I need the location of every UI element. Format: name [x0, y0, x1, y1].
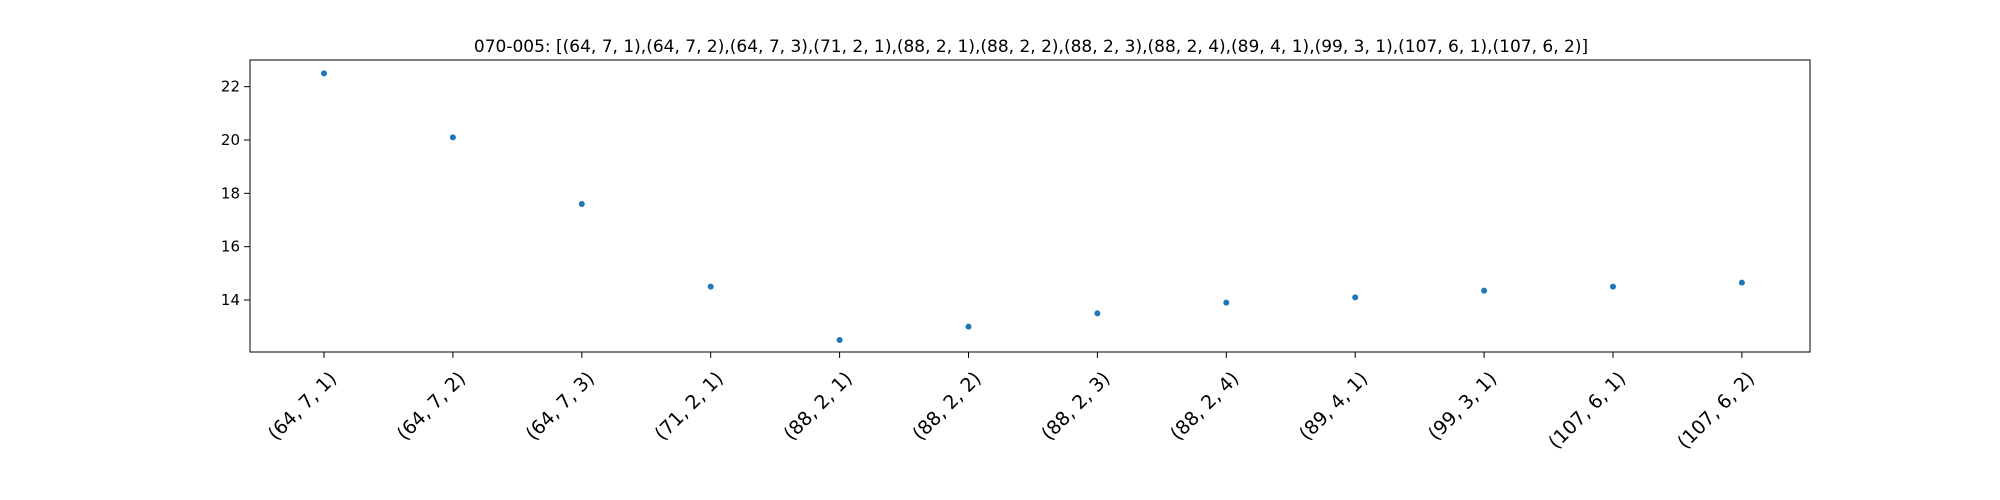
- x-tick-label: (64, 7, 3): [522, 368, 599, 445]
- x-tick-label: (64, 7, 2): [393, 368, 470, 445]
- data-point: [1738, 279, 1745, 286]
- data-point: [1094, 310, 1101, 317]
- y-tick-label: 14: [221, 291, 240, 309]
- x-tick-label: (107, 6, 2): [1673, 368, 1759, 454]
- y-tick-label: 16: [221, 238, 240, 256]
- x-tick-label: (89, 4, 1): [1295, 368, 1372, 445]
- data-points: [321, 70, 1745, 343]
- data-point: [707, 283, 714, 290]
- data-point: [1610, 283, 1616, 290]
- data-point: [449, 134, 456, 141]
- data-point: [321, 70, 327, 77]
- x-axis: (64, 7, 1) (64, 7, 2) (64, 7, 3) (71, 2, 1)…: [264, 352, 1759, 453]
- x-tick-label: (64, 7, 1): [264, 368, 341, 445]
- data-point: [836, 337, 843, 343]
- y-tick-label: 20: [221, 131, 240, 149]
- y-tick-label: 18: [221, 184, 240, 202]
- data-point: [1352, 294, 1359, 301]
- y-axis: 14 16 18 20 22: [221, 78, 250, 309]
- x-tick-label: (71, 2, 1): [651, 368, 728, 445]
- data-point: [578, 201, 585, 207]
- x-tick-label: (88, 2, 4): [1166, 368, 1243, 445]
- data-point: [1481, 287, 1488, 294]
- x-tick-label: (88, 2, 3): [1037, 368, 1114, 445]
- chart-title: 070-005: [(64, 7, 1),(64, 7, 2),(64, 7, …: [474, 37, 1588, 57]
- x-tick-label: (107, 6, 1): [1544, 368, 1630, 454]
- data-point: [1223, 299, 1230, 306]
- x-tick-label: (88, 2, 2): [908, 368, 985, 445]
- y-tick-label: 22: [221, 78, 240, 96]
- data-point: [965, 323, 972, 330]
- x-tick-label: (88, 2, 1): [779, 368, 856, 445]
- x-tick-label: (99, 3, 1): [1424, 368, 1501, 445]
- plot-area-frame: [249, 59, 1811, 353]
